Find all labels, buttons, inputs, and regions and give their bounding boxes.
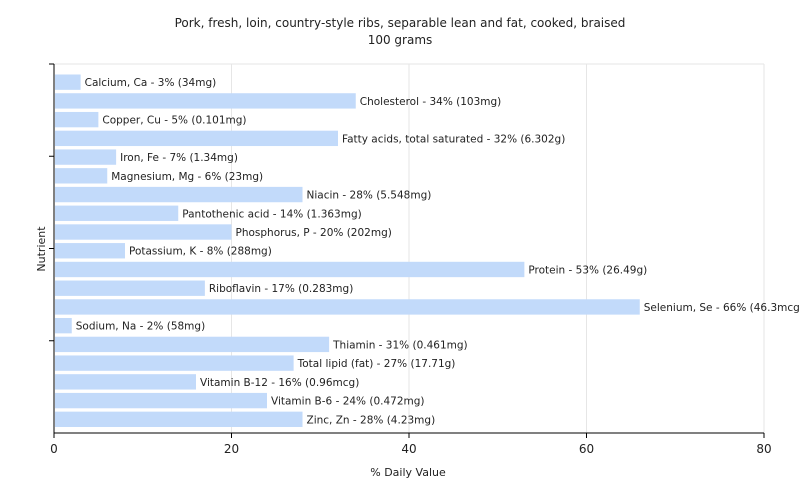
bar-16 [55,374,196,390]
x-tick-label-1: 20 [224,442,239,456]
bar-4 [55,149,117,165]
bar-6 [55,186,303,203]
bar-7 [55,205,179,221]
bar-0 [55,74,81,90]
bar-label-1: Cholesterol - 34% (103mg) [360,96,502,108]
bar-15 [55,355,294,371]
bar-13 [55,317,72,334]
x-tick-label-2: 40 [401,442,416,456]
x-tick-label-0: 0 [50,442,58,456]
bar-label-12: Selenium, Se - 66% (46.3mcg) [644,302,800,314]
bar-label-16: Vitamin B-12 - 16% (0.96mcg) [200,377,359,389]
bar-14 [55,336,330,353]
bar-label-14: Thiamin - 31% (0.461mg) [332,339,468,351]
bar-11 [55,280,205,296]
bar-label-4: Iron, Fe - 7% (1.34mg) [120,152,238,164]
y-axis-title: Nutrient [35,226,48,272]
bar-label-9: Potassium, K - 8% (288mg) [129,246,272,258]
bar-label-10: Protein - 53% (26.49g) [528,264,647,276]
bar-3 [55,130,338,147]
bar-label-3: Fatty acids, total saturated - 32% (6.30… [342,133,565,145]
x-axis-title: % Daily Value [370,466,446,479]
bar-label-8: Phosphorus, P - 20% (202mg) [236,227,392,239]
bar-label-17: Vitamin B-6 - 24% (0.472mg) [271,396,425,408]
chart-subtitle: 100 grams [368,33,433,47]
bar-17 [55,392,267,409]
bar-label-7: Pantothenic acid - 14% (1.363mg) [182,208,361,220]
axes: 0 20 40 60 80 [49,63,772,456]
bar-label-5: Magnesium, Mg - 6% (23mg) [111,171,263,183]
bar-label-15: Total lipid (fat) - 27% (17.71g) [297,358,456,370]
bar-label-0: Calcium, Ca - 3% (34mg) [85,77,217,89]
bar-18 [55,411,303,428]
grid-lines [54,63,765,433]
bars: Calcium, Ca - 3% (34mg) Cholesterol - 34%… [55,74,800,428]
bar-label-18: Zinc, Zn - 28% (4.23mg) [307,414,436,426]
bar-9 [55,243,125,259]
bar-12 [55,299,640,315]
bar-2 [55,111,99,128]
bar-10 [55,261,525,278]
bar-8 [55,224,232,240]
chart-title: Pork, fresh, loin, country-style ribs, s… [175,16,626,30]
bar-label-2: Copper, Cu - 5% (0.101mg) [102,115,246,127]
bar-1 [55,93,356,109]
bar-label-11: Riboflavin - 17% (0.283mg) [209,283,353,295]
bar-label-6: Niacin - 28% (5.548mg) [307,190,432,202]
x-tick-label-3: 60 [579,442,594,456]
bar-label-13: Sodium, Na - 2% (58mg) [76,321,205,333]
x-tick-label-4: 80 [756,442,771,456]
bar-5 [55,168,108,184]
